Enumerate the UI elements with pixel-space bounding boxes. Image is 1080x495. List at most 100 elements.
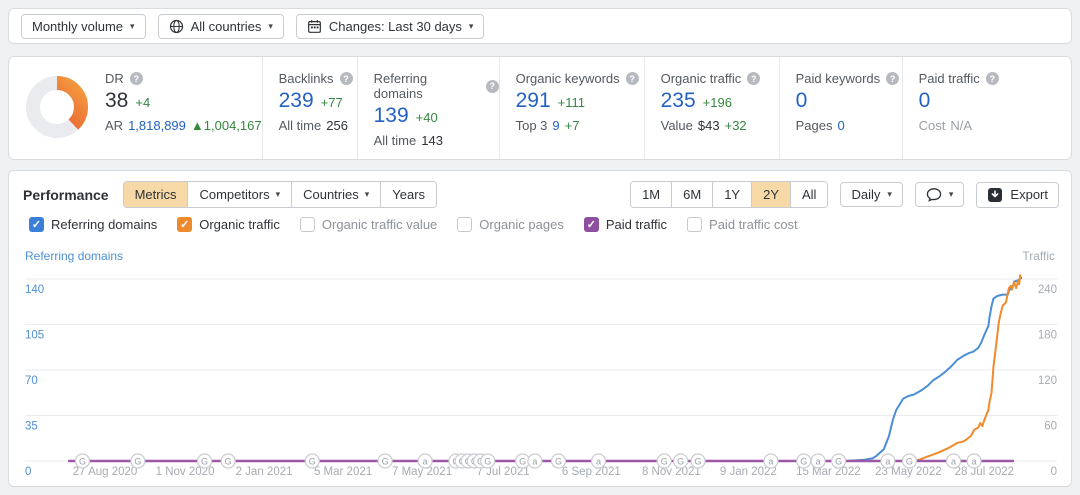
export-download-icon xyxy=(988,187,1003,202)
tab-competitors[interactable]: Competitors ▾ xyxy=(187,182,292,207)
toggle-organic-traffic[interactable]: ✓ Organic traffic xyxy=(177,217,280,232)
metric-label: Paid keywords xyxy=(795,71,881,86)
dr-value: 38 xyxy=(105,89,129,112)
annotation-marker[interactable] xyxy=(763,453,779,469)
granularity-dropdown[interactable]: Daily ▾ xyxy=(840,182,903,207)
button-label: 6M xyxy=(683,187,702,202)
metric-sub-part: $43 xyxy=(697,118,720,133)
metric-column-referring-domains: Referring domains 139 +40 All time 143 xyxy=(356,57,499,159)
annotation-marker[interactable] xyxy=(831,453,847,469)
metric-column-backlinks: Backlinks 239 +77 All time 256 xyxy=(261,57,357,159)
annotation-letter: a xyxy=(768,457,773,467)
annotation-marker[interactable] xyxy=(550,453,567,469)
range-all[interactable]: All xyxy=(790,182,828,207)
filter-all-countries[interactable]: All countries ▾ xyxy=(157,13,284,39)
filter-changes-last-30-days[interactable]: Changes: Last 30 days ▾ xyxy=(295,13,485,39)
right-axis-tick: 240 xyxy=(1038,284,1057,296)
annotation-marker[interactable] xyxy=(590,453,607,469)
metric-sub-part: 143 xyxy=(421,133,443,148)
filter-bar: Monthly volume ▾ All countries ▾ Changes: La… xyxy=(8,8,1072,44)
annotation-marker[interactable] xyxy=(527,453,543,469)
metric-value[interactable]: 235 xyxy=(660,89,696,112)
granularity-value: Daily xyxy=(851,187,881,202)
annotation-letter: G xyxy=(382,457,389,467)
annotation-letter: G xyxy=(134,457,141,467)
tab-years[interactable]: Years xyxy=(380,182,437,207)
annotation-marker[interactable] xyxy=(130,453,146,469)
annotation-marker[interactable] xyxy=(377,453,393,469)
chevron-down-icon: ▾ xyxy=(887,189,892,199)
range-1m[interactable]: 1M xyxy=(631,182,672,207)
metric-sub-part: +32 xyxy=(724,118,747,133)
toggle-paid-traffic-cost[interactable]: Paid traffic cost xyxy=(687,217,798,232)
series-line-organic-traffic xyxy=(914,274,1022,462)
annotation-marker[interactable] xyxy=(880,453,896,469)
chevron-down-icon: ▾ xyxy=(364,189,370,199)
range-6m[interactable]: 6M xyxy=(671,182,713,207)
tab-metrics[interactable]: Metrics xyxy=(123,182,188,207)
button-label: Years xyxy=(392,187,426,202)
annotation-marker[interactable] xyxy=(220,453,236,469)
metric-value[interactable]: 0 xyxy=(918,89,931,112)
metric-sub-part: Pages xyxy=(795,118,833,133)
annotation-marker[interactable] xyxy=(690,453,706,469)
export-label: Export xyxy=(1010,187,1048,202)
metric-sub-part: Value xyxy=(660,118,693,133)
metric-value[interactable]: 139 xyxy=(373,104,409,127)
right-axis-title: Traffic xyxy=(1022,249,1055,263)
toggle-referring-domains[interactable]: ✓ Referring domains xyxy=(29,217,157,232)
help-icon[interactable] xyxy=(886,72,900,85)
annotation-marker[interactable] xyxy=(673,453,689,469)
annotations-dropdown[interactable]: ▾ xyxy=(914,182,965,207)
help-icon[interactable] xyxy=(747,72,761,85)
metric-value[interactable]: 0 xyxy=(795,89,808,112)
checkbox-checked-icon: ✓ xyxy=(583,217,599,232)
toggle-label: Organic pages xyxy=(479,217,564,232)
x-axis-label: 8 Nov 2021 xyxy=(642,466,701,478)
annotation-marker[interactable] xyxy=(480,453,496,469)
dr-delta: +4 xyxy=(135,95,151,110)
x-axis-label: 9 Jan 2022 xyxy=(720,466,777,478)
annotation-letter: G xyxy=(79,457,86,467)
button-label: Competitors xyxy=(199,187,270,202)
help-icon[interactable] xyxy=(985,72,999,85)
annotation-marker[interactable] xyxy=(196,453,213,469)
ar-value[interactable]: 1,818,899 xyxy=(128,118,186,133)
x-axis-label: 7 May 2021 xyxy=(392,466,452,478)
export-button[interactable]: Export xyxy=(976,181,1059,208)
globe-icon xyxy=(169,19,183,33)
annotation-marker[interactable] xyxy=(901,453,918,469)
annotation-letter: a xyxy=(951,457,956,467)
toggle-organic-pages[interactable]: Organic pages xyxy=(457,217,564,232)
tab-countries[interactable]: Countries ▾ xyxy=(291,182,381,207)
metric-label: Organic traffic xyxy=(660,71,742,86)
left-axis-tick: 140 xyxy=(25,284,44,296)
toggle-organic-traffic-value[interactable]: Organic traffic value xyxy=(299,217,437,232)
help-icon[interactable] xyxy=(625,72,639,85)
metric-column-organic-traffic: Organic traffic 235 +196 Value $43 +32 xyxy=(643,57,779,159)
annotation-marker[interactable] xyxy=(945,453,962,469)
button-label: Countries xyxy=(303,187,359,202)
series-toggle-row: ✓ Referring domains ✓ Organic traffic Organi… xyxy=(29,217,798,232)
metric-value[interactable]: 239 xyxy=(278,89,314,112)
filter-label: Changes: Last 30 days xyxy=(328,18,462,34)
range-2y[interactable]: 2Y xyxy=(751,182,790,207)
help-icon[interactable] xyxy=(339,72,353,85)
annotation-marker[interactable] xyxy=(810,453,826,469)
filter-monthly-volume[interactable]: Monthly volume ▾ xyxy=(21,13,146,39)
right-axis-tick: 0 xyxy=(1051,466,1057,478)
metric-value[interactable]: 291 xyxy=(515,89,551,112)
annotation-marker[interactable] xyxy=(656,453,672,469)
annotation-letter: G xyxy=(225,457,232,467)
right-axis-tick: 60 xyxy=(1044,421,1057,433)
annotation-marker[interactable] xyxy=(74,453,91,469)
x-axis-label: 6 Sep 2021 xyxy=(562,466,621,478)
help-icon[interactable] xyxy=(129,72,143,85)
metric-column-organic-keywords: Organic keywords 291 +111 Top 3 9 +7 xyxy=(498,57,644,159)
annotation-marker[interactable] xyxy=(966,453,982,469)
annotation-marker[interactable] xyxy=(417,453,433,469)
range-1y[interactable]: 1Y xyxy=(712,182,752,207)
toggle-paid-traffic[interactable]: ✓ Paid traffic xyxy=(583,217,667,232)
help-icon[interactable] xyxy=(485,79,499,93)
annotation-marker[interactable] xyxy=(304,453,320,469)
